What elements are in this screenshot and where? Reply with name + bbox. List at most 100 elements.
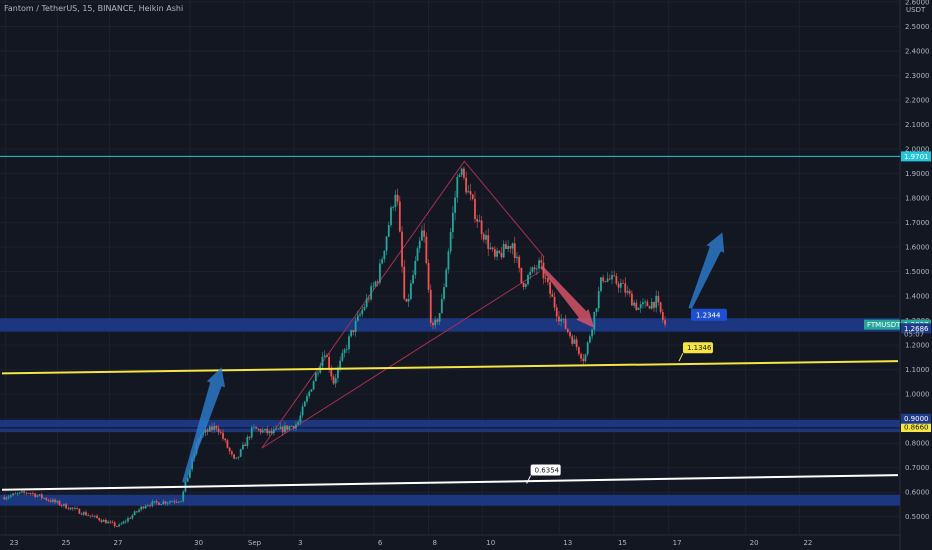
- y-tick-label: 1.5000: [905, 268, 930, 276]
- y-tick-label: 0.6000: [905, 489, 930, 497]
- x-tick-label: 27: [114, 539, 123, 547]
- candle-body: [436, 319, 439, 322]
- candle-body: [62, 503, 65, 506]
- candle-body: [628, 290, 631, 294]
- candle-body: [471, 194, 474, 199]
- candle-body: [292, 425, 295, 429]
- candle-body: [619, 282, 622, 288]
- y-tick-label: 1.8000: [905, 195, 930, 203]
- candle-body: [208, 426, 211, 432]
- candle-body: [498, 250, 501, 253]
- price-tag: [901, 323, 931, 334]
- candle-body: [82, 512, 85, 515]
- candle-body: [337, 368, 339, 379]
- candle-body: [575, 339, 578, 348]
- candle-body: [447, 251, 450, 270]
- candle-body: [127, 518, 129, 522]
- candle-body: [100, 520, 103, 522]
- white-trendline: [1, 474, 899, 491]
- candle-body: [487, 235, 490, 249]
- candle-body: [403, 266, 406, 299]
- y-tick-label: 2.6000: [905, 0, 930, 7]
- candle-body: [76, 508, 79, 509]
- candle-body: [438, 313, 441, 322]
- resistance-price-label: 1.9701: [904, 153, 929, 161]
- candle-body: [540, 260, 543, 263]
- candle-body: [180, 501, 182, 503]
- candle-body: [460, 168, 463, 176]
- candle-body: [268, 430, 271, 434]
- candle-body: [43, 497, 45, 499]
- candle-body: [312, 381, 315, 390]
- candle-body: [219, 432, 222, 433]
- y-tick-label: 0.8000: [905, 440, 930, 448]
- candle-body: [111, 521, 114, 523]
- candle-body: [124, 521, 127, 523]
- candle-body: [381, 259, 384, 264]
- candle-body: [562, 318, 565, 320]
- candle-body: [443, 287, 445, 299]
- candle-body: [162, 501, 165, 505]
- candle-body: [290, 425, 293, 427]
- candle-body: [217, 428, 220, 433]
- candle-body: [398, 201, 401, 232]
- candle-body: [116, 526, 118, 527]
- candle-body: [456, 177, 459, 198]
- candle-body: [226, 440, 229, 448]
- candle-body: [465, 177, 468, 193]
- candle-body: [155, 501, 158, 503]
- candle-body: [379, 263, 381, 283]
- candle-body: [222, 432, 224, 439]
- candle-body: [34, 493, 37, 497]
- candle-body: [372, 285, 375, 287]
- candle-body: [653, 301, 655, 308]
- candle-body: [118, 524, 121, 527]
- candle-body: [286, 425, 289, 430]
- candle-body: [104, 519, 107, 524]
- candle-body: [478, 220, 481, 222]
- candle-body: [12, 493, 14, 496]
- candle-body: [624, 283, 627, 293]
- candle-body: [89, 515, 92, 517]
- candle-body: [58, 501, 61, 506]
- trendline-label: 0.6354: [535, 467, 560, 475]
- candle-body: [613, 275, 616, 277]
- candle-body: [164, 501, 167, 504]
- candle-body: [151, 501, 154, 506]
- candle-body: [595, 308, 598, 312]
- candle-body: [47, 499, 50, 501]
- y-tick-label: 1.1000: [905, 366, 930, 374]
- candle-body: [186, 477, 189, 482]
- candle-body: [93, 515, 96, 517]
- trendline-label-pointer: [678, 352, 684, 362]
- candle-body: [584, 354, 587, 361]
- x-tick-label: 15: [618, 539, 627, 547]
- candle-body: [505, 244, 507, 250]
- candle-body: [555, 307, 558, 317]
- candle-body: [277, 428, 280, 430]
- triangle-bottom-line: [261, 271, 540, 449]
- candle-body: [414, 260, 417, 276]
- candle-body: [650, 301, 653, 309]
- candle-body: [91, 515, 94, 517]
- currency-label: USDT: [906, 6, 926, 14]
- candle-body: [425, 236, 428, 264]
- candle-body: [27, 493, 30, 494]
- candle-body: [600, 277, 602, 291]
- price-tag: [901, 422, 931, 433]
- candle-body: [98, 518, 101, 521]
- candle-body: [394, 194, 397, 208]
- candle-body: [409, 283, 412, 300]
- candle-body: [343, 349, 346, 354]
- annotation-box: [690, 308, 727, 321]
- candle-body: [577, 347, 580, 354]
- candle-body: [85, 512, 87, 516]
- candle-body: [367, 298, 370, 300]
- candle-body: [169, 501, 171, 503]
- candle-body: [283, 425, 286, 433]
- candle-body: [138, 509, 140, 512]
- candle-body: [597, 290, 600, 309]
- plot-area: [0, 0, 900, 535]
- candle-body: [133, 511, 136, 516]
